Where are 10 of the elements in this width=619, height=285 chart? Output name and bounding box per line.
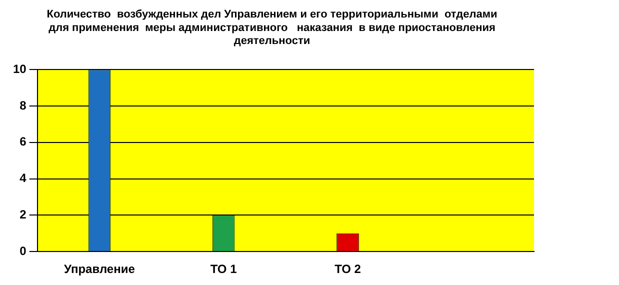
y-tick-label: 6 xyxy=(20,134,27,149)
y-tick-label: 2 xyxy=(20,208,27,222)
x-tick-label: ТО 1 xyxy=(210,262,238,276)
x-tick-label: ТО 2 xyxy=(334,262,362,276)
y-tick-label: 8 xyxy=(20,98,27,112)
x-tick-label: Управление xyxy=(64,262,136,276)
chart-title: Количество возбужденных дел Управлением и его территориальными отделами для применения меры административного наказания в виде приостановления деятельности xyxy=(46,8,498,48)
y-tick-label: 10 xyxy=(12,62,27,76)
y-tick-label: 0 xyxy=(20,244,27,258)
y-tick-label: 4 xyxy=(20,171,27,186)
